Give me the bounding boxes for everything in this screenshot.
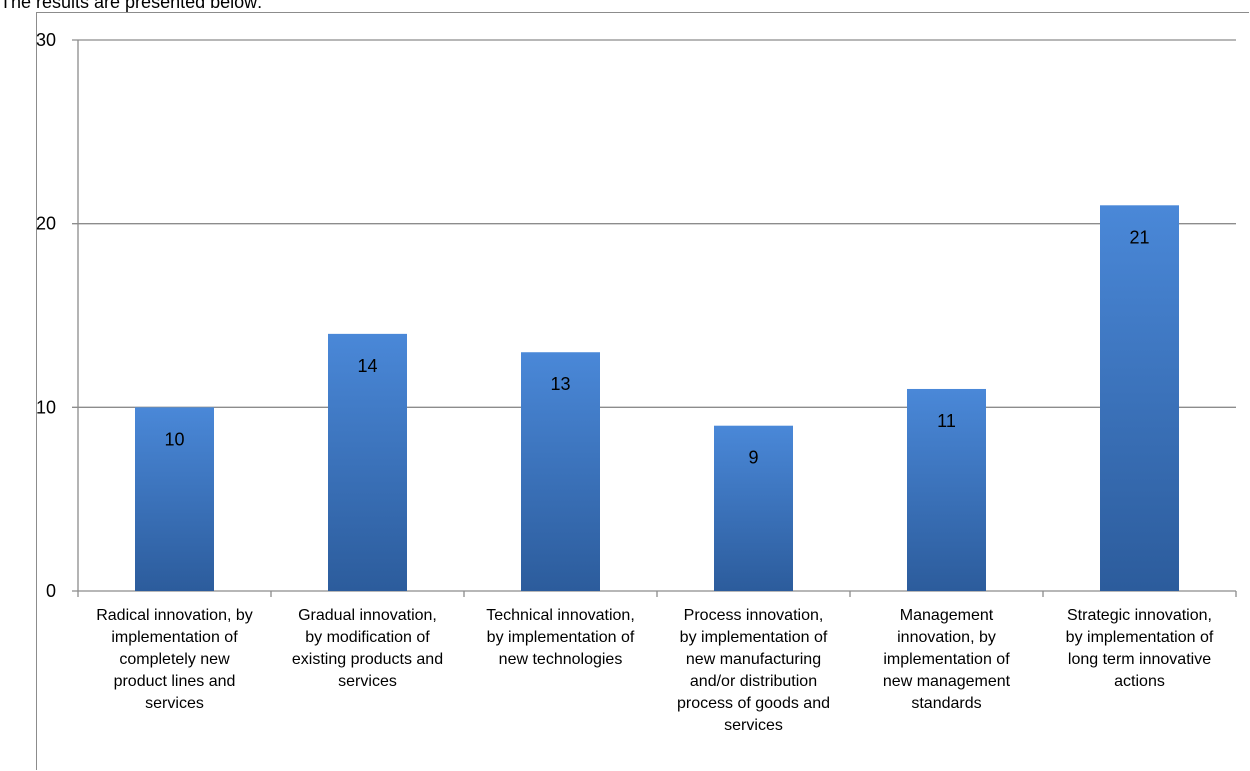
x-category-label-line: long term innovative — [1068, 651, 1211, 668]
y-tick-label: 30 — [36, 30, 56, 50]
x-category-label: Management innovation, by implementation o… — [883, 607, 1011, 712]
data-label: 11 — [937, 411, 956, 431]
x-category-label: Technical innovation, by implementation o… — [486, 607, 635, 668]
y-tick-label: 20 — [36, 214, 56, 234]
x-category-label-line: actions — [1114, 673, 1165, 690]
data-label: 9 — [748, 448, 758, 468]
x-category-label-line: new technologies — [499, 651, 623, 668]
x-category-label-line: new management — [883, 673, 1011, 690]
data-label: 14 — [357, 356, 377, 376]
bars — [135, 205, 1179, 592]
x-category-label-line: implementation of — [111, 629, 238, 646]
bar — [907, 388, 986, 591]
x-category-label-line: process of goods and — [677, 695, 830, 712]
x-category-label-line: and/or distribution — [690, 673, 817, 690]
x-category-label-line: implementation of — [883, 651, 1010, 668]
bar — [135, 407, 214, 591]
x-category-label-line: services — [724, 717, 783, 734]
x-category-label: Strategic innovation, by implementation o… — [1066, 607, 1214, 690]
x-category-label-line: Management — [900, 607, 994, 624]
x-category-label-line: Process innovation, — [684, 607, 824, 624]
x-category-label-line: product lines and — [114, 673, 236, 690]
x-category-label-line: standards — [911, 695, 981, 712]
axes — [72, 40, 1237, 597]
x-category-label-line: services — [338, 673, 397, 690]
x-category-label-line: Radical innovation, by — [96, 607, 253, 624]
x-category-label: Gradual innovation, by modification of exi… — [292, 607, 443, 690]
y-tick-label: 10 — [36, 397, 56, 417]
x-category-label-line: innovation, by — [897, 629, 996, 646]
bar — [521, 352, 600, 591]
x-category-label: Radical innovation, by implementation of c… — [96, 607, 253, 712]
labels: 0 10 20 30 10 Radical innovation, by implement… — [36, 30, 1214, 734]
x-category-label-line: completely new — [119, 651, 230, 668]
x-category-label-line: Strategic innovation, — [1067, 607, 1212, 624]
x-category-label-line: by modification of — [305, 629, 430, 646]
x-category-label-line: existing products and — [292, 651, 443, 668]
x-category-label: Process innovation, by implementation of n… — [677, 607, 830, 734]
x-category-label-line: by implementation of — [680, 629, 828, 646]
data-label: 13 — [550, 374, 570, 394]
bar — [714, 425, 793, 591]
x-category-label-line: Technical innovation, — [486, 607, 635, 624]
gridlines — [72, 39, 1236, 408]
x-category-label-line: new manufacturing — [686, 651, 821, 668]
caption-text: The results are presented below: — [0, 0, 263, 12]
data-label: 21 — [1129, 227, 1149, 247]
chart-frame — [36, 12, 1249, 770]
x-category-label-line: by implementation of — [1066, 629, 1214, 646]
x-category-label-line: Gradual innovation, — [298, 607, 437, 624]
data-label: 10 — [164, 429, 184, 449]
x-category-label-line: by implementation of — [487, 629, 635, 646]
x-category-label-line: services — [145, 695, 204, 712]
bar — [328, 333, 407, 591]
y-tick-label: 0 — [46, 581, 56, 601]
bar — [1100, 205, 1179, 592]
